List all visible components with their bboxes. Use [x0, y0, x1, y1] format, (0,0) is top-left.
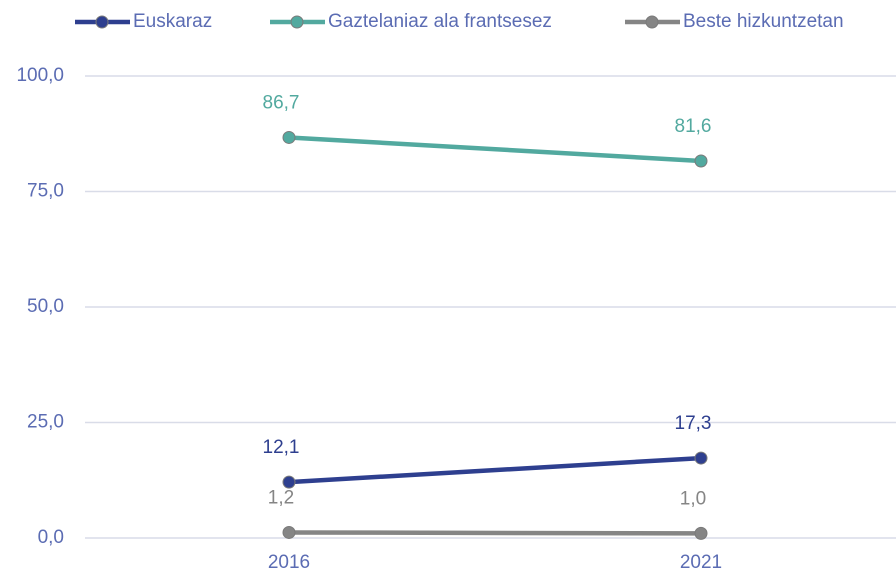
data-label: 1,0	[680, 488, 706, 509]
series-point	[282, 525, 296, 539]
legend-marker	[645, 15, 659, 29]
data-label: 86,7	[263, 92, 300, 113]
legend-label: Beste hizkuntzetan	[683, 11, 844, 32]
series-line	[288, 135, 702, 164]
data-label: 81,6	[675, 116, 712, 137]
legend-label: Euskaraz	[133, 11, 212, 32]
legend-marker	[290, 15, 304, 29]
x-tick-label: 2021	[680, 552, 722, 573]
data-label: 17,3	[675, 413, 712, 434]
series-point	[694, 451, 708, 465]
series-point	[694, 154, 708, 168]
legend-label: Gaztelaniaz ala frantsesez	[328, 11, 552, 32]
series-point	[282, 130, 296, 144]
series-line	[288, 530, 702, 536]
y-tick-label: 0,0	[38, 527, 64, 548]
x-tick-label: 2016	[268, 552, 310, 573]
series-line	[288, 455, 702, 485]
data-label: 1,2	[268, 487, 294, 508]
series-point	[282, 475, 296, 489]
legend-marker	[95, 15, 109, 29]
data-label: 12,1	[263, 437, 300, 458]
series-point	[694, 526, 708, 540]
y-tick-label: 100,0	[16, 65, 64, 86]
y-tick-label: 50,0	[27, 296, 64, 317]
y-tick-label: 75,0	[27, 181, 64, 202]
y-tick-label: 25,0	[27, 412, 64, 433]
